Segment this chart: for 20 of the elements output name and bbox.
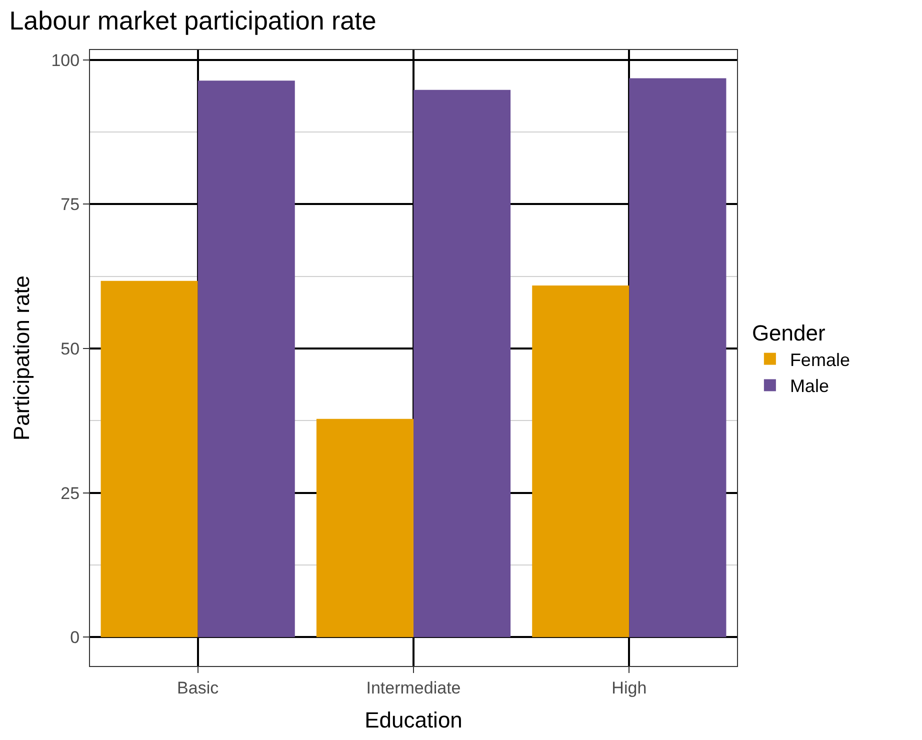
bar (532, 286, 630, 638)
bar (316, 418, 414, 638)
bar (100, 280, 198, 638)
legend-label: Male (790, 376, 829, 396)
chart-title: Labour market participation rate (9, 5, 376, 36)
x-axis-title: Education (364, 707, 462, 732)
y-axis-title: Participation rate (9, 275, 34, 441)
bar (629, 78, 726, 638)
y-tick-label: 75 (60, 195, 80, 214)
x-tick-label: Intermediate (366, 678, 461, 698)
legend-title: Gender (752, 320, 826, 346)
y-tick-label: 0 (70, 628, 80, 648)
y-tick-label: 25 (60, 484, 80, 503)
bar (414, 90, 511, 638)
legend-label: Female (790, 350, 850, 370)
x-tick-label: Basic (177, 678, 220, 698)
bar (198, 80, 295, 638)
x-tick-label: High (612, 678, 647, 698)
y-tick-label: 50 (60, 339, 80, 358)
y-tick-label: 100 (51, 50, 80, 70)
